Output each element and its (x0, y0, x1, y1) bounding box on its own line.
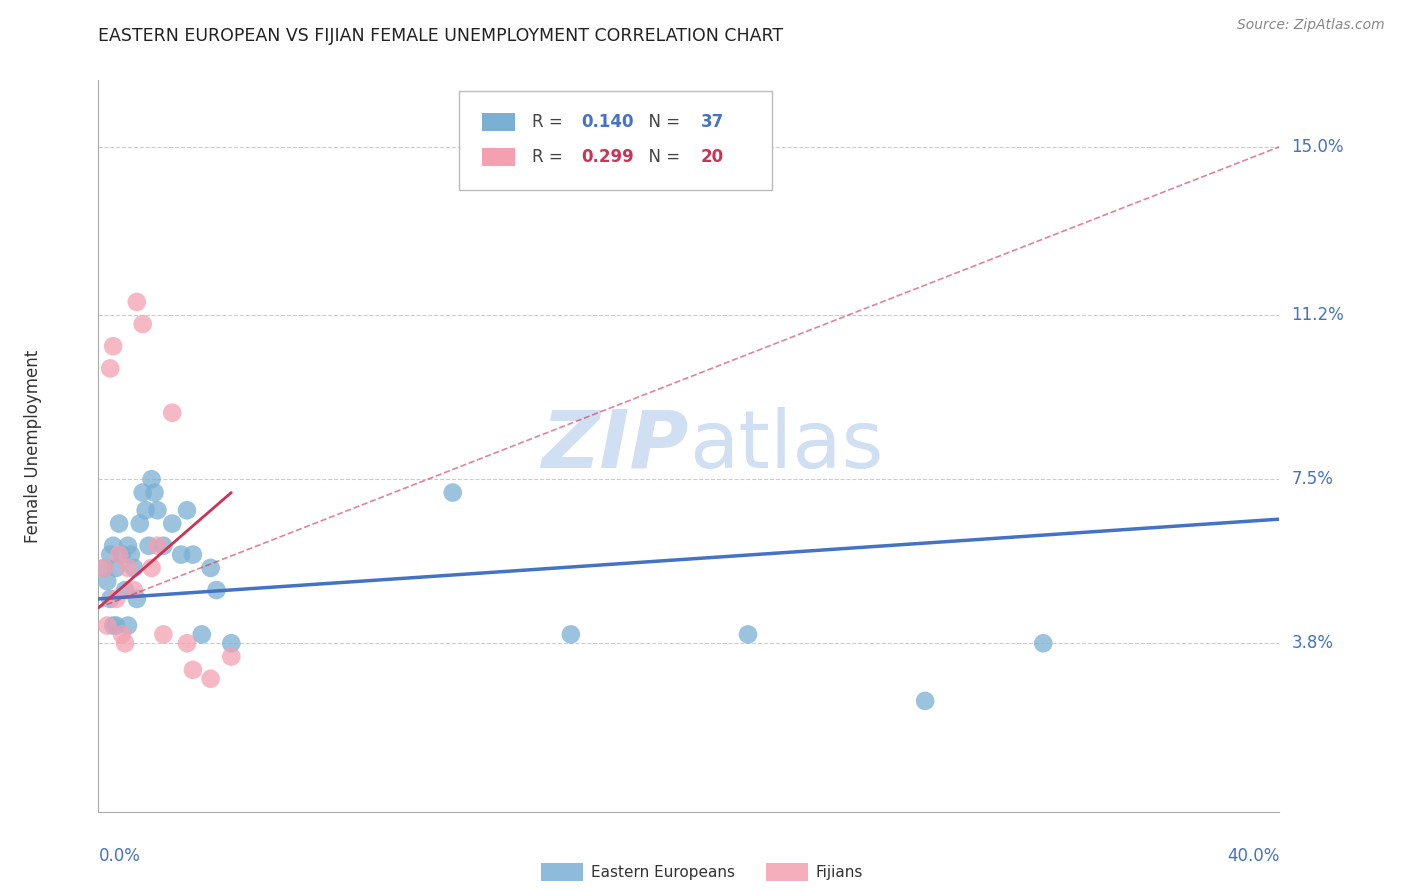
Point (560, 627, 582, 641)
Point (170, 548, 193, 562)
Point (120, 548, 142, 562)
Point (122, 583, 145, 598)
Point (117, 539, 139, 553)
Point (146, 539, 169, 553)
Text: 0.140: 0.140 (582, 113, 634, 131)
Point (96, 574, 118, 589)
Point (176, 503, 198, 517)
Text: 40.0%: 40.0% (1227, 847, 1279, 865)
Point (181, 548, 204, 562)
Point (132, 485, 155, 500)
Text: 0.299: 0.299 (582, 148, 634, 166)
Text: EASTERN EUROPEAN VS FIJIAN FEMALE UNEMPLOYMENT CORRELATION CHART: EASTERN EUROPEAN VS FIJIAN FEMALE UNEMPL… (98, 27, 783, 45)
Point (181, 663, 204, 677)
Point (103, 618, 125, 632)
Point (138, 539, 160, 553)
Point (98, 548, 121, 562)
Text: ZIP: ZIP (541, 407, 689, 485)
Point (111, 627, 134, 641)
Point (117, 618, 139, 632)
Text: 0.0%: 0.0% (98, 847, 141, 865)
Point (141, 561, 163, 575)
FancyBboxPatch shape (482, 112, 516, 131)
FancyBboxPatch shape (482, 148, 516, 166)
Text: 7.5%: 7.5% (1291, 470, 1333, 488)
Text: Female Unemployment: Female Unemployment (24, 350, 42, 542)
Point (114, 636, 136, 650)
Point (105, 618, 128, 632)
Text: 37: 37 (700, 113, 724, 131)
Point (117, 561, 139, 575)
Point (93, 561, 115, 575)
Point (219, 636, 242, 650)
Point (162, 406, 183, 420)
Point (200, 672, 222, 686)
Point (219, 649, 242, 664)
Text: Source: ZipAtlas.com: Source: ZipAtlas.com (1237, 18, 1385, 32)
Point (737, 627, 759, 641)
Point (128, 516, 150, 531)
Text: Fijians: Fijians (815, 865, 863, 880)
Text: R =: R = (531, 148, 568, 166)
Point (162, 516, 183, 531)
Point (93, 561, 115, 575)
Text: Eastern Europeans: Eastern Europeans (591, 865, 734, 880)
Text: N =: N = (638, 113, 686, 131)
Point (191, 627, 214, 641)
Point (143, 485, 166, 500)
Text: 3.8%: 3.8% (1291, 634, 1333, 652)
Point (132, 317, 155, 331)
Point (108, 516, 131, 531)
Text: N =: N = (638, 148, 686, 166)
Point (122, 561, 145, 575)
Point (176, 636, 198, 650)
Point (152, 539, 174, 553)
Point (135, 503, 157, 517)
Point (125, 294, 148, 309)
Point (114, 583, 136, 598)
Point (111, 548, 134, 562)
Point (125, 591, 148, 606)
Point (146, 503, 169, 517)
Point (105, 561, 128, 575)
Text: R =: R = (531, 113, 568, 131)
Point (98, 361, 121, 376)
Text: 15.0%: 15.0% (1291, 137, 1344, 156)
FancyBboxPatch shape (458, 91, 772, 190)
Point (96, 618, 118, 632)
Point (200, 561, 222, 575)
Text: atlas: atlas (689, 407, 883, 485)
Point (103, 539, 125, 553)
Point (205, 583, 228, 598)
Point (108, 548, 131, 562)
Point (98, 591, 121, 606)
Point (141, 472, 163, 486)
Point (103, 339, 125, 353)
Text: 20: 20 (700, 148, 724, 166)
Point (441, 485, 464, 500)
Point (105, 591, 128, 606)
Text: 11.2%: 11.2% (1291, 306, 1344, 324)
Point (1032, 636, 1054, 650)
Point (152, 627, 174, 641)
Point (914, 694, 936, 708)
